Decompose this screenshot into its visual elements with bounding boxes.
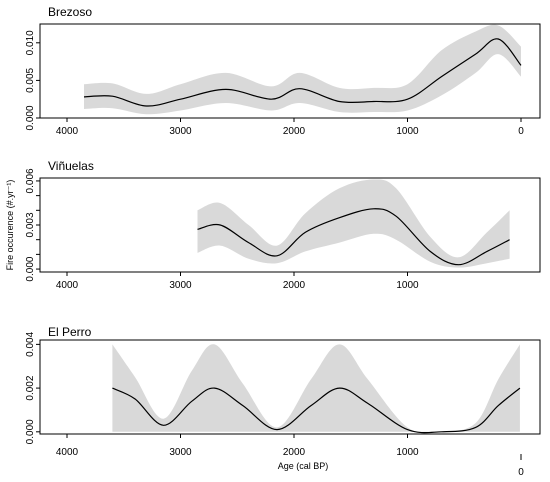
y-tick-label: 0.000: [25, 419, 36, 444]
mean-curve: [83, 38, 522, 107]
panel-title: Brezoso: [48, 5, 92, 19]
y-tick-label: 0.005: [25, 67, 36, 92]
y-tick-label: 0.004: [25, 331, 36, 356]
x-tick-label: 1000: [396, 280, 419, 291]
panel-title: Viñuelas: [48, 159, 94, 173]
y-axis-label: Fire occurence (#.yr⁻¹): [5, 180, 15, 271]
plot-frame: [39, 23, 541, 119]
x-tick-label: 2000: [283, 447, 306, 458]
y-tick-label: 0.003: [25, 212, 36, 237]
x-tick-label: 1000: [396, 126, 419, 137]
x-tick-label: 3000: [169, 280, 192, 291]
x-tick-label: 3000: [169, 126, 192, 137]
x-tick-label: 4000: [56, 126, 79, 137]
panel-1: Brezoso 4000 3000 2000 1000 0 0.000 0.005 0.010: [25, 5, 541, 137]
x-tick-label: 4000: [56, 447, 79, 458]
y-tick-label: 0.000: [25, 256, 36, 281]
x-tick-label: 0: [518, 126, 524, 137]
y-tick-label: 0.000: [25, 105, 36, 130]
x-tick-label: 1000: [396, 447, 419, 458]
x-axis-label: Age (cal BP): [278, 461, 329, 471]
confidence-band: [197, 179, 510, 268]
plot-frame: [39, 339, 541, 435]
confidence-band: [84, 24, 521, 115]
mean-curve: [112, 387, 521, 434]
panel-3: El Perro 4000 3000 2000 1000 0 0.000 0.002 0.004…: [25, 325, 541, 478]
panel-title: El Perro: [48, 325, 92, 339]
panel-2: Viñuelas 4000 3000 2000 1000 0.000 0.003 0.006 F…: [5, 159, 541, 291]
x-tick-label: 2000: [283, 126, 306, 137]
x-tick-label: 4000: [56, 280, 79, 291]
x-tick-label: 2000: [283, 280, 306, 291]
mean-curve: [197, 208, 510, 266]
confidence-band: [112, 344, 520, 434]
x-tick-label: 0: [518, 467, 524, 478]
y-tick-label: 0.002: [25, 375, 36, 400]
x-tick-label: 3000: [169, 447, 192, 458]
y-tick-label: 0.010: [25, 30, 36, 55]
y-tick-label: 0.006: [25, 168, 36, 193]
